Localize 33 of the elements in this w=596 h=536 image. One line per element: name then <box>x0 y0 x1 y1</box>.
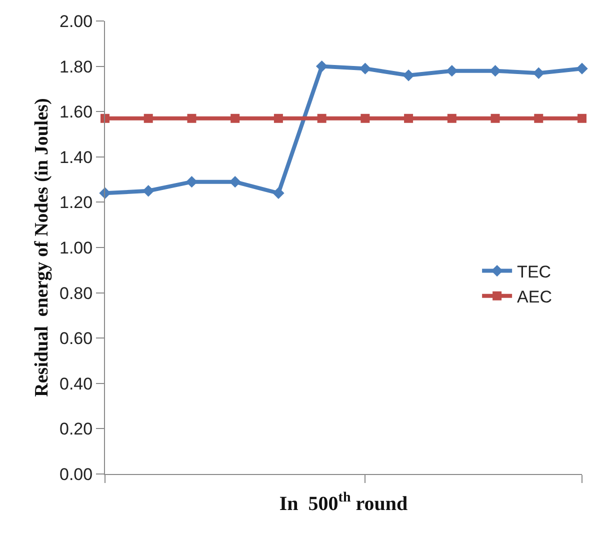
y-tick-label: 0.00 <box>60 464 93 484</box>
y-tick-label: 1.40 <box>60 148 93 167</box>
y-tick-label: 0.80 <box>60 284 93 303</box>
legend-label: AEC <box>517 288 552 307</box>
y-tick-label: 1.00 <box>60 238 93 258</box>
point <box>534 114 544 123</box>
point <box>272 187 284 199</box>
point <box>578 114 586 123</box>
point <box>274 114 283 123</box>
point <box>359 62 372 74</box>
point <box>402 70 414 82</box>
y-tick-label: 0.60 <box>60 329 93 348</box>
y-tick-label: 2.00 <box>60 12 93 31</box>
y-tick-label: 0.20 <box>60 420 93 439</box>
point <box>404 114 414 123</box>
y-axis-title: Residual energy of Nodes (in Joules) <box>31 98 52 397</box>
y-tick-label: 1.60 <box>60 102 93 122</box>
point <box>187 114 196 123</box>
point <box>316 60 328 72</box>
point <box>230 114 240 123</box>
x-axis-title: In 500$^{th}$ round <box>279 490 408 515</box>
point <box>576 62 588 74</box>
y-tick-label: 1.80 <box>60 57 93 76</box>
point <box>317 114 326 123</box>
point <box>144 114 153 123</box>
point <box>490 114 500 123</box>
point <box>532 67 544 79</box>
point <box>360 114 370 123</box>
point <box>447 114 456 123</box>
point <box>142 185 154 197</box>
y-tick-label: 0.40 <box>60 374 93 394</box>
legend-label: TEC <box>517 262 552 282</box>
y-tick-label: 1.20 <box>60 193 93 212</box>
